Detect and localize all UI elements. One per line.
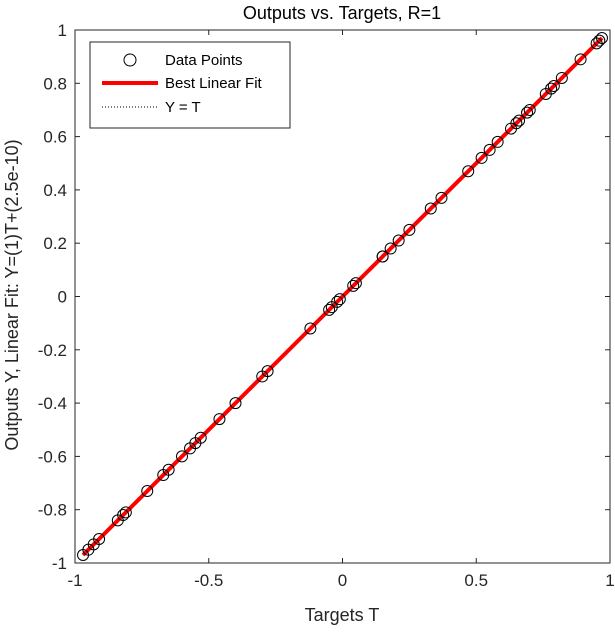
data-point — [194, 431, 207, 444]
y-tick-label: 0.8 — [43, 74, 67, 93]
data-point — [523, 103, 536, 116]
data-point — [117, 509, 130, 522]
data-point — [333, 293, 346, 306]
x-axis-label: Targets T — [305, 605, 380, 625]
data-point — [119, 506, 132, 519]
data-point — [593, 34, 606, 47]
data-point — [595, 31, 608, 44]
y-tick-label: 0 — [58, 288, 67, 307]
y-tick-label: -1 — [52, 554, 67, 573]
data-point — [462, 165, 475, 178]
y-axis-label: Outputs Y, Linear Fit: Y=(1)T+(2.5e-10) — [2, 139, 22, 450]
y-tick-label: 1 — [58, 21, 67, 40]
y-tick-label: -0.8 — [38, 501, 67, 520]
data-point — [513, 114, 526, 127]
data-point — [521, 106, 534, 119]
x-tick-label: -0.5 — [194, 571, 223, 590]
data-point — [349, 277, 362, 290]
data-point — [574, 53, 587, 66]
chart-title: Outputs vs. Targets, R=1 — [243, 3, 441, 23]
data-point — [384, 242, 397, 255]
legend-label: Y = T — [165, 99, 201, 116]
data-point — [545, 82, 558, 95]
data-point — [475, 151, 488, 164]
x-tick-label: 0 — [338, 571, 347, 590]
data-point — [213, 413, 226, 426]
data-point — [510, 117, 523, 130]
data-point — [403, 223, 416, 236]
data-point — [376, 250, 389, 263]
y-tick-label: -0.6 — [38, 447, 67, 466]
data-point — [323, 303, 336, 316]
y-tick-label: -0.4 — [38, 394, 67, 413]
data-point — [347, 279, 360, 292]
x-tick-label: 0.5 — [464, 571, 488, 590]
data-point — [304, 322, 317, 335]
legend: Data Points Best Linear Fit Y = T — [89, 41, 291, 129]
x-tick-label: 1 — [605, 571, 614, 590]
y-tick-label: -0.2 — [38, 341, 67, 360]
legend-label: Best Linear Fit — [165, 75, 263, 92]
data-point — [435, 191, 448, 204]
data-point — [176, 450, 188, 463]
y-tick-label: 0.6 — [43, 128, 67, 147]
data-point — [547, 79, 560, 92]
legend-label: Data Points — [165, 52, 243, 69]
data-point — [93, 533, 106, 546]
y-tick-label: 0.4 — [43, 181, 67, 200]
data-point — [331, 295, 344, 308]
data-point — [491, 135, 504, 148]
data-point — [162, 463, 175, 476]
x-tick-label: -1 — [67, 571, 82, 590]
y-tick-label: 0.2 — [43, 234, 67, 253]
data-point — [555, 71, 568, 84]
data-point — [392, 234, 405, 247]
data-point — [483, 143, 496, 156]
data-point — [141, 485, 154, 498]
data-point — [424, 202, 437, 215]
data-point — [261, 365, 274, 378]
legend-marker-data-points — [123, 53, 137, 67]
data-point — [229, 397, 242, 410]
